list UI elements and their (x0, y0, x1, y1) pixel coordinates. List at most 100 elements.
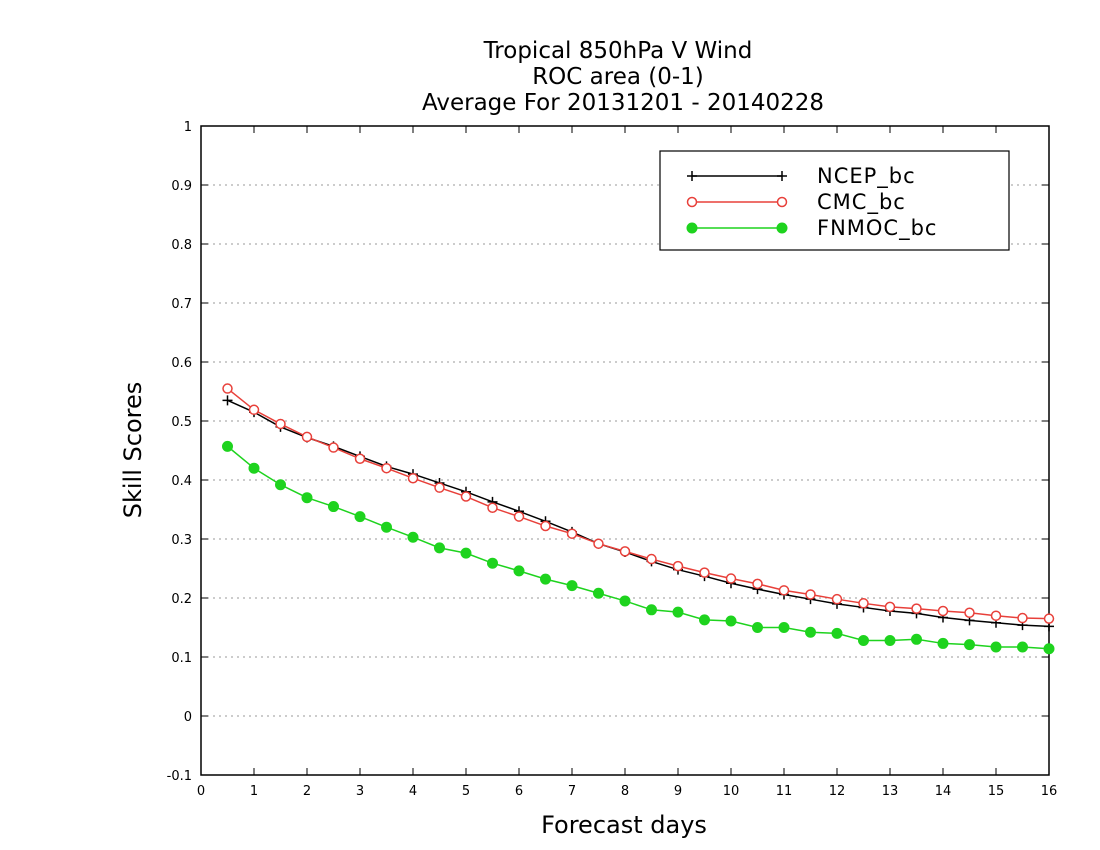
data-point (699, 614, 710, 626)
data-point (328, 442, 339, 453)
legend-entry: CMC_bc (686, 190, 906, 215)
data-point (354, 453, 366, 465)
data-point (540, 520, 551, 532)
data-point (434, 482, 445, 493)
data-point (275, 479, 286, 491)
data-point (937, 637, 949, 649)
data-point (354, 511, 366, 523)
y-tick-label: 0.4 (171, 474, 192, 489)
x-tick-label: 1 (250, 784, 258, 799)
series-line (227, 445, 1050, 650)
data-point (858, 634, 869, 646)
data-point (301, 492, 313, 504)
data-point (275, 418, 286, 430)
data-point (540, 573, 551, 585)
data-point (222, 395, 233, 406)
data-point (407, 472, 419, 484)
x-tick-label: 8 (621, 784, 629, 799)
data-point (381, 521, 392, 533)
data-point (776, 196, 788, 208)
series-ncep-bc (222, 395, 1054, 632)
data-point (434, 542, 445, 554)
data-point (619, 546, 631, 557)
data-point (687, 171, 697, 181)
y-tick-label: 0 (184, 710, 192, 725)
data-point (407, 531, 419, 543)
y-tick-label: 0.5 (171, 415, 192, 430)
data-point (513, 565, 525, 577)
data-point (778, 585, 790, 596)
x-axis-label: Forecast days (541, 811, 707, 839)
y-axis: -0.1 0 0.1 0.2 0.3 0.4 0.5 0.6 0.7 0.8 0.9 1 (167, 120, 1049, 784)
legend-label: CMC_bc (817, 190, 906, 215)
data-point (752, 578, 763, 590)
series-cmc-bc (222, 383, 1055, 624)
x-tick-label: 4 (409, 784, 417, 799)
series-line (227, 387, 1050, 620)
y-tick-label: 0.9 (171, 179, 192, 194)
data-point (460, 491, 472, 502)
data-point (222, 383, 233, 394)
data-point (884, 634, 896, 646)
title-line-2: ROC area (0-1) (532, 64, 704, 90)
data-point (911, 633, 922, 645)
data-point (619, 595, 631, 607)
data-point (937, 605, 949, 617)
x-tick-label: 2 (303, 784, 311, 799)
legend-box (659, 150, 1010, 251)
data-point (911, 603, 922, 614)
data-point (831, 593, 843, 605)
data-point (381, 462, 392, 474)
data-point (672, 560, 684, 572)
y-tick-label: 0.1 (171, 651, 192, 666)
data-point (858, 598, 869, 609)
x-tick-label: 5 (462, 784, 470, 799)
x-tick-label: 3 (356, 784, 364, 799)
title-line-3: Average For 20131201 - 20140228 (422, 90, 824, 116)
x-tick-label: 16 (1041, 784, 1058, 799)
data-point (301, 431, 313, 443)
data-point (776, 222, 788, 234)
y-tick-label: 0.3 (171, 533, 192, 548)
title-line-1: Tropical 850hPa V Wind (483, 38, 753, 64)
data-point (566, 528, 578, 539)
data-point (725, 573, 737, 584)
data-point (1017, 641, 1028, 653)
y-tick-label: 0.8 (171, 238, 192, 253)
data-point (460, 547, 472, 559)
x-tick-label: 11 (776, 784, 793, 799)
y-tick-label: 0.2 (171, 592, 192, 607)
data-point (646, 604, 657, 616)
data-point (672, 606, 684, 618)
y-tick-label: -0.1 (167, 769, 192, 784)
data-point (1017, 612, 1028, 624)
legend-entry: FNMOC_bc (686, 216, 936, 241)
x-tick-label: 0 (197, 784, 205, 799)
x-tick-label: 6 (515, 784, 523, 799)
data-point (777, 171, 787, 181)
data-point (805, 589, 816, 600)
data-point (1043, 643, 1055, 655)
data-point (686, 196, 698, 208)
data-point (752, 622, 763, 633)
data-point (248, 404, 260, 416)
y-tick-label: 0.6 (171, 356, 192, 371)
data-point (593, 538, 604, 549)
legend-entry: NCEP_bc (687, 164, 915, 189)
data-point (725, 615, 737, 627)
y-axis-label: Skill Scores (119, 382, 147, 519)
data-point (831, 627, 843, 639)
x-axis: 0 1 2 3 4 5 6 7 8 9 10 11 12 13 14 15 16 (197, 126, 1057, 799)
series-layer (222, 383, 1055, 655)
data-point (884, 601, 896, 613)
data-point (248, 462, 260, 474)
x-tick-label: 15 (988, 784, 1005, 799)
data-point (1043, 613, 1055, 624)
y-tick-label: 0.7 (171, 297, 192, 312)
x-tick-label: 13 (882, 784, 899, 799)
chart-title: Tropical 850hPa V Wind ROC area (0-1) Av… (422, 38, 824, 116)
x-tick-label: 10 (723, 784, 740, 799)
data-point (487, 502, 498, 513)
series-fnmoc-bc (222, 440, 1055, 655)
